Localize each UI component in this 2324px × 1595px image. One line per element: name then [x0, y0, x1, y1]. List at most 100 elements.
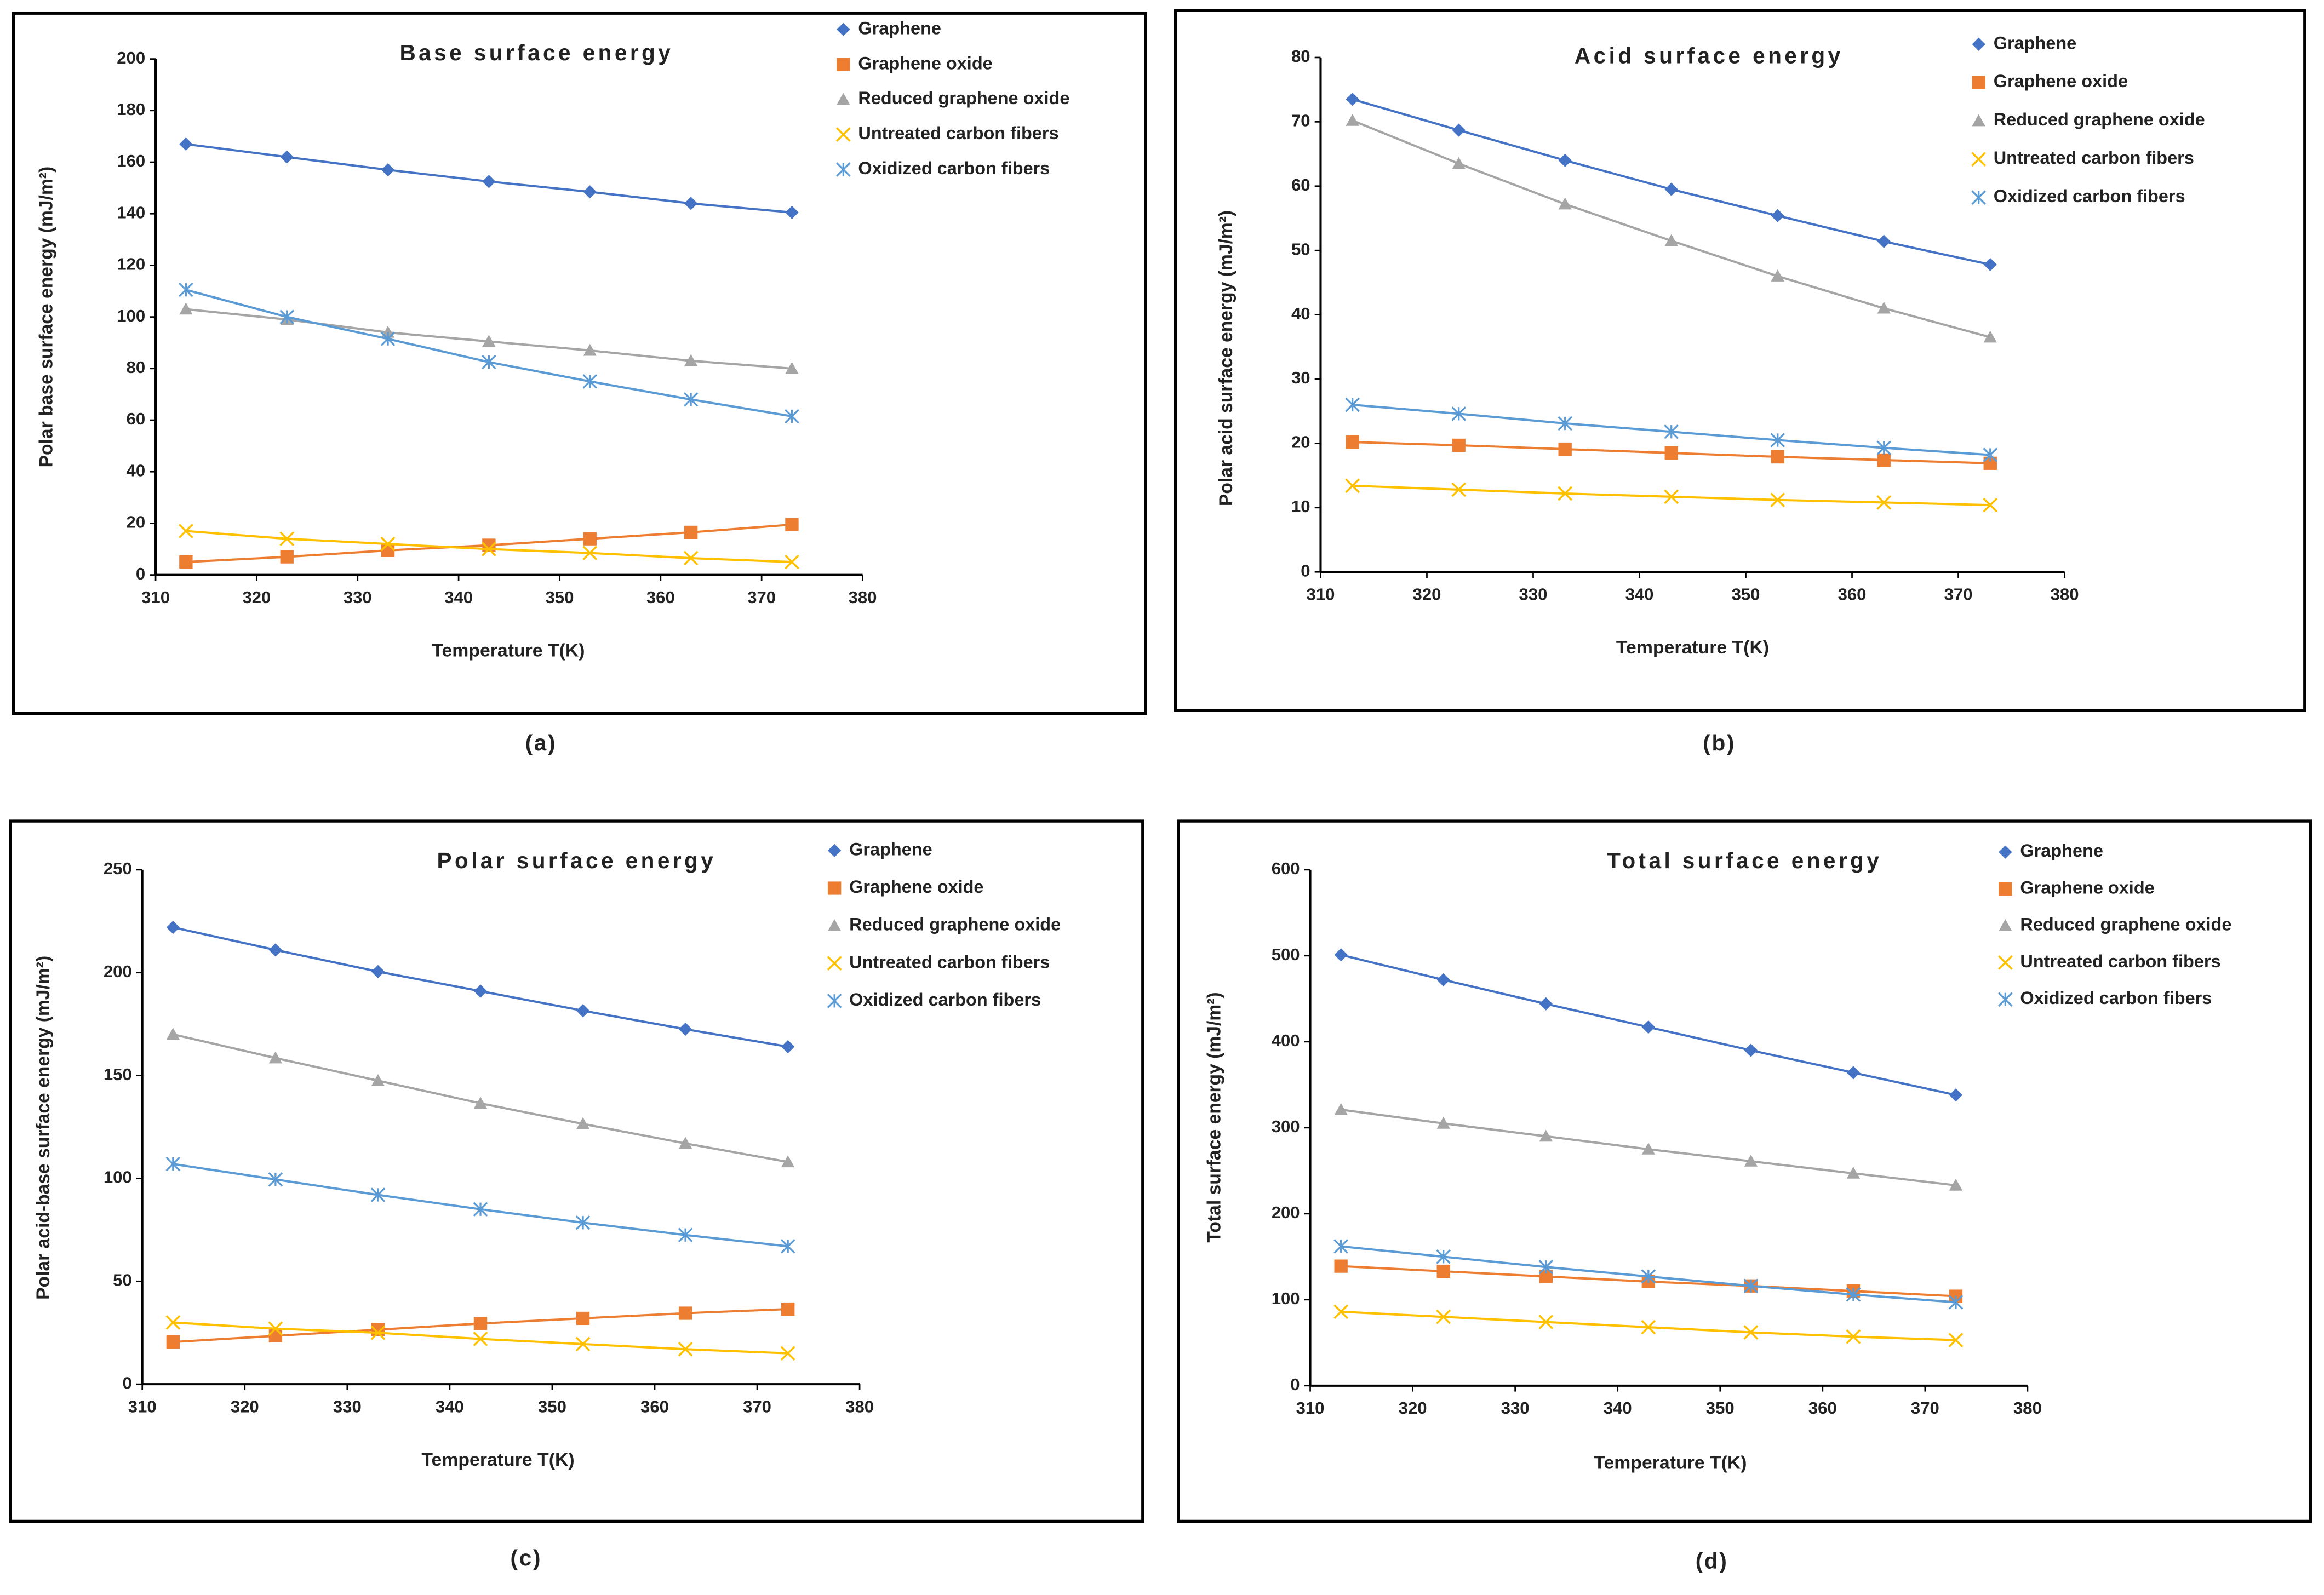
legend-label: Untreated carbon fibers — [858, 123, 1058, 143]
y-tick-label: 80 — [1291, 47, 1310, 66]
marker — [684, 525, 698, 540]
marker — [1997, 955, 2013, 970]
x-tick-label: 320 — [1413, 585, 1441, 604]
y-tick-label: 30 — [1291, 368, 1310, 387]
marker — [1664, 234, 1678, 246]
panel-caption: (a) — [525, 730, 557, 755]
marker — [780, 1239, 795, 1254]
x-tick-label: 350 — [1732, 585, 1760, 604]
y-tick-label: 0 — [136, 564, 145, 583]
x-tick-label: 330 — [1501, 1398, 1530, 1418]
y-tick-label: 40 — [127, 461, 146, 480]
legend-label: Graphene — [858, 18, 941, 38]
y-axis-label: Polar acid surface energy (mJ/m²) — [1216, 210, 1237, 506]
x-axis-label: Temperature T(K) — [1616, 637, 1769, 658]
marker — [1771, 209, 1784, 222]
y-tick-label: 60 — [127, 409, 146, 428]
x-tick-label: 370 — [743, 1397, 771, 1416]
panel-frame — [9, 819, 1144, 1523]
panel-frame — [12, 12, 1147, 715]
marker — [1948, 1333, 1964, 1347]
y-tick-label: 200 — [1272, 1203, 1300, 1222]
x-tick-label: 380 — [2013, 1398, 2042, 1418]
x-tick-label: 380 — [849, 588, 877, 607]
marker — [1436, 1309, 1451, 1324]
marker — [1333, 1304, 1349, 1319]
marker — [268, 1321, 283, 1336]
y-tick-label: 200 — [117, 48, 145, 67]
marker — [1641, 1020, 1655, 1034]
marker — [371, 1323, 385, 1336]
panel-caption: (c) — [511, 1545, 542, 1570]
y-tick-label: 100 — [1272, 1289, 1300, 1308]
legend-label: Graphene oxide — [2020, 877, 2154, 897]
marker — [1998, 992, 2013, 1007]
x-tick-label: 320 — [231, 1397, 259, 1416]
marker — [1436, 1249, 1451, 1264]
x-tick-label: 360 — [646, 588, 675, 607]
legend-label: Reduced graphene oxide — [2020, 915, 2231, 934]
marker — [1999, 845, 2012, 859]
marker — [1744, 1043, 1758, 1057]
marker — [576, 1311, 590, 1326]
marker — [1846, 1166, 1861, 1179]
x-tick-label: 330 — [344, 588, 372, 607]
marker — [1334, 1259, 1348, 1273]
marker — [785, 409, 799, 424]
marker — [1876, 495, 1892, 510]
y-tick-label: 400 — [1272, 1031, 1300, 1050]
x-tick-label: 310 — [128, 1397, 157, 1416]
marker — [279, 309, 295, 324]
chart-title: Polar surface energy — [437, 848, 717, 873]
y-tick-label: 500 — [1272, 945, 1300, 964]
marker — [1999, 919, 2012, 931]
marker — [678, 1227, 693, 1243]
legend-label: Graphene — [849, 839, 932, 859]
y-tick-label: 180 — [117, 100, 145, 119]
marker — [684, 354, 698, 366]
x-axis-label: Temperature T(K) — [432, 640, 585, 661]
marker — [1971, 190, 1986, 205]
marker — [1641, 1319, 1656, 1335]
marker — [381, 543, 395, 557]
marker — [1949, 1178, 1963, 1191]
marker — [583, 343, 597, 356]
x-tick-label: 360 — [640, 1397, 669, 1416]
marker — [583, 185, 597, 199]
marker — [370, 1187, 386, 1202]
marker — [268, 943, 283, 957]
marker — [280, 150, 294, 164]
x-tick-label: 330 — [1519, 585, 1548, 604]
chart-title: Base surface energy — [399, 40, 673, 65]
x-tick-label: 340 — [436, 1397, 464, 1416]
panel-frame — [1177, 819, 2312, 1523]
marker — [583, 532, 597, 546]
x-tick-label: 340 — [1604, 1398, 1632, 1418]
marker — [1846, 1066, 1861, 1080]
marker — [781, 1302, 795, 1316]
x-tick-label: 380 — [2051, 585, 2079, 604]
marker — [678, 1022, 692, 1036]
series-line — [185, 289, 792, 417]
panel-frame — [1174, 9, 2306, 712]
y-tick-label: 300 — [1272, 1117, 1300, 1136]
marker — [683, 392, 699, 407]
legend-label: Untreated carbon fibers — [849, 952, 1050, 972]
marker — [268, 1329, 283, 1342]
marker — [179, 137, 193, 151]
marker — [1972, 37, 1985, 51]
chart-panel: 0 10 20 30 40 50 60 70 80 310 320 330 340 350 360 370 38… — [1174, 9, 2306, 712]
marker — [827, 994, 842, 1008]
marker — [268, 1172, 283, 1187]
y-axis-label: Total surface energy (mJ/m²) — [1204, 992, 1224, 1242]
chart-title: Acid surface energy — [1575, 43, 1844, 68]
marker — [1346, 435, 1359, 449]
y-tick-label: 20 — [127, 513, 146, 532]
legend-label: Reduced graphene oxide — [1994, 110, 2205, 129]
y-tick-label: 0 — [122, 1373, 131, 1392]
y-tick-label: 60 — [1291, 175, 1310, 194]
y-tick-label: 120 — [117, 255, 145, 274]
legend-label: Graphene oxide — [849, 877, 983, 897]
